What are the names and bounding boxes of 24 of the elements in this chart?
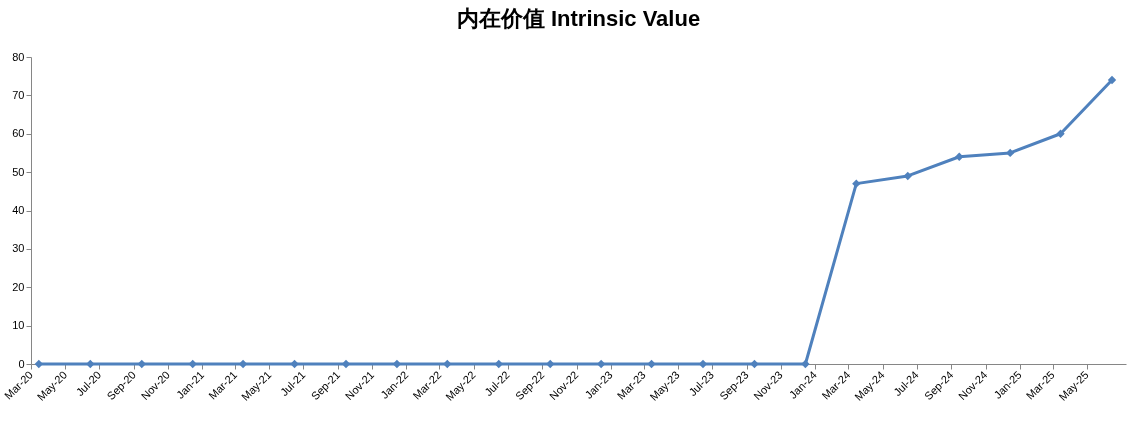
y-tick-label: 20 — [12, 280, 25, 293]
y-tick-label: 50 — [12, 165, 25, 178]
y-tick-label: 60 — [12, 127, 25, 140]
point — [647, 359, 656, 369]
point — [852, 179, 861, 188]
point — [137, 359, 146, 369]
point — [290, 359, 299, 369]
point — [443, 359, 452, 369]
y-tick-label: 10 — [12, 319, 25, 332]
point — [1056, 129, 1065, 138]
point — [494, 359, 503, 369]
point — [546, 359, 555, 369]
chart-title: 内在价值 Intrinsic Value — [456, 6, 701, 31]
point — [86, 359, 95, 369]
point — [188, 359, 197, 369]
point — [903, 171, 912, 181]
point — [1107, 75, 1117, 85]
y-tick-label: 70 — [12, 88, 25, 101]
y-tick-label: 0 — [18, 357, 25, 370]
point — [801, 359, 810, 369]
y-tick-label: 30 — [12, 242, 25, 255]
point — [750, 359, 759, 369]
y-tick-label: 40 — [12, 204, 25, 216]
y-tick-label: 80 — [12, 50, 25, 63]
